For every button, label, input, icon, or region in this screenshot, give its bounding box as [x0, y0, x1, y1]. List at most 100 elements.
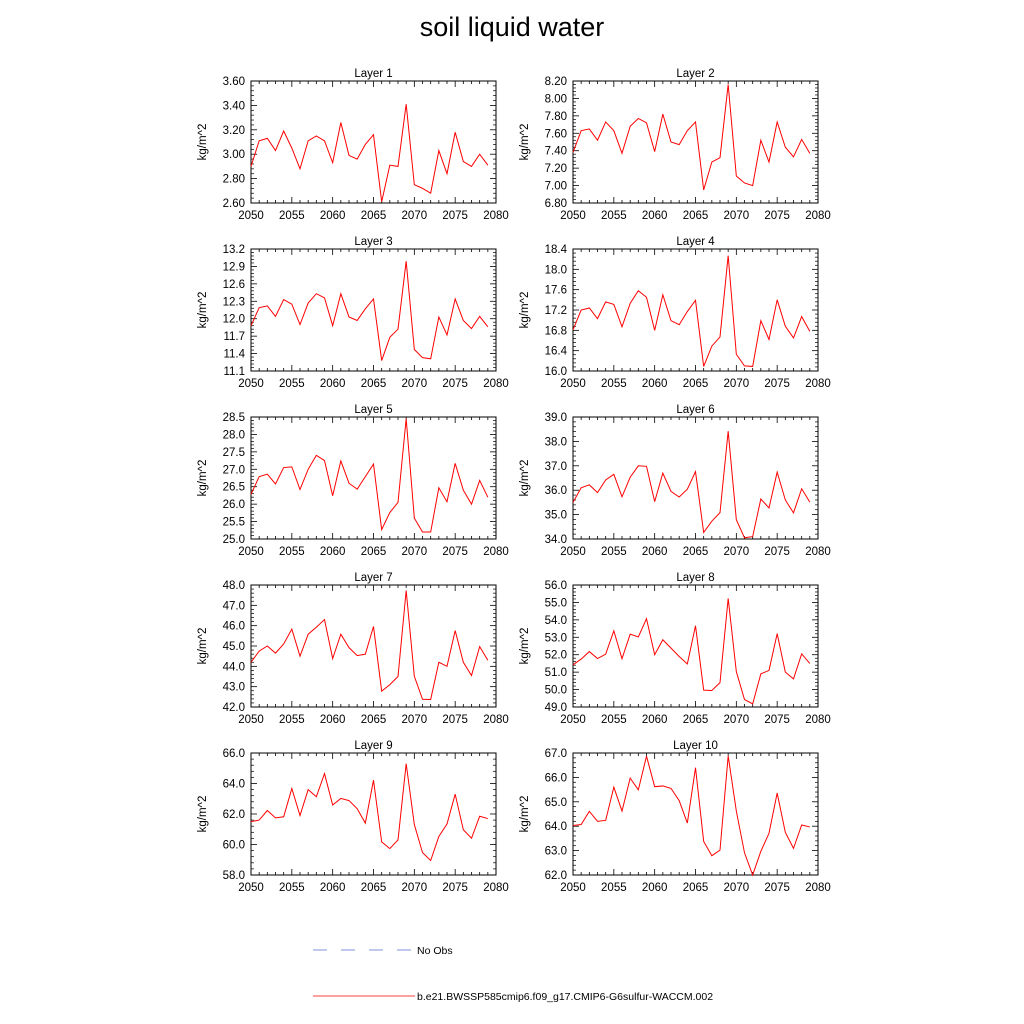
y-axis-label: kg/m^2: [197, 796, 209, 833]
y-tick-label: 26.0: [223, 499, 245, 511]
y-tick-label: 11.7: [223, 331, 245, 343]
x-tick-label: 2065: [361, 546, 387, 558]
x-tick-label: 2070: [724, 882, 750, 894]
x-tick-label: 2080: [805, 714, 831, 726]
y-axis-label: kg/m^2: [197, 124, 209, 161]
x-tick-label: 2070: [724, 378, 750, 390]
x-tick-label: 2065: [683, 378, 709, 390]
y-tick-label: 42.0: [223, 702, 245, 714]
y-tick-label: 28.0: [223, 429, 245, 441]
y-tick-label: 50.0: [545, 685, 567, 697]
x-tick-label: 2065: [361, 210, 387, 222]
panel-title: Layer 1: [354, 68, 392, 80]
x-tick-label: 2050: [238, 378, 264, 390]
x-tick-label: 2055: [279, 378, 305, 390]
series-line-model: [250, 104, 489, 202]
y-tick-label: 17.6: [545, 285, 567, 297]
panel-layer-10: Layer 10 kg/m^2 2050 2055 2060 2065 2070 2075 20…: [519, 740, 831, 894]
panel-title: Layer 2: [676, 68, 714, 80]
y-tick-label: 16.8: [545, 325, 567, 337]
x-tick-label: 2050: [560, 546, 586, 558]
y-tick-label: 6.80: [545, 198, 567, 210]
y-tick-label: 45.0: [223, 641, 245, 653]
series-line-model: [572, 255, 811, 367]
panel-layer-6: Layer 6 kg/m^2 2050 2055 2060 2065 2070 2075 208…: [519, 404, 831, 558]
x-tick-label: 2050: [238, 210, 264, 222]
series-line-model: [572, 598, 811, 705]
y-tick-label: 66.0: [223, 748, 245, 760]
y-axis-label: kg/m^2: [197, 628, 209, 665]
y-tick-label: 7.60: [545, 128, 567, 140]
plot-frame: [572, 80, 819, 204]
y-tick-label: 67.0: [545, 748, 567, 760]
panel-title: Layer 5: [354, 404, 392, 416]
panel-title: Layer 3: [354, 236, 392, 248]
y-tick-label: 17.2: [545, 305, 567, 317]
y-tick-label: 3.20: [223, 125, 245, 137]
x-tick-label: 2055: [279, 714, 305, 726]
y-tick-label: 7.20: [545, 163, 567, 175]
panel-layer-9: Layer 9 kg/m^2 2050 2055 2060 2065 2070 2075 208…: [197, 740, 509, 894]
y-tick-label: 25.5: [223, 517, 245, 529]
x-tick-label: 2055: [601, 882, 627, 894]
plot-frame: [572, 416, 819, 540]
panel-layer-7: Layer 7 kg/m^2 2050 2055 2060 2065 2070 2075 208…: [197, 572, 509, 726]
y-tick-label: 36.0: [545, 485, 567, 497]
x-tick-label: 2080: [483, 378, 509, 390]
x-tick-label: 2070: [402, 210, 428, 222]
y-tick-label: 3.40: [223, 100, 245, 112]
x-tick-label: 2075: [764, 714, 790, 726]
y-axis-label: kg/m^2: [519, 796, 531, 833]
series-line-model: [572, 431, 811, 539]
y-tick-label: 18.4: [545, 244, 568, 256]
y-tick-label: 27.5: [223, 447, 245, 459]
y-tick-label: 37.0: [545, 461, 567, 473]
x-tick-label: 2060: [642, 714, 668, 726]
y-tick-label: 7.00: [545, 181, 567, 193]
panel-layer-4: Layer 4 kg/m^2 2050 2055 2060 2065 2070 2075 208…: [519, 236, 831, 390]
x-tick-label: 2080: [805, 546, 831, 558]
panel-title: Layer 7: [354, 572, 392, 584]
x-tick-label: 2050: [238, 546, 264, 558]
y-tick-label: 53.0: [545, 632, 567, 644]
plot-frame: [250, 80, 497, 204]
y-tick-label: 2.60: [223, 198, 245, 210]
y-tick-label: 34.0: [545, 534, 567, 546]
x-tick-label: 2065: [683, 546, 709, 558]
x-tick-label: 2060: [320, 714, 346, 726]
x-tick-label: 2075: [442, 546, 468, 558]
y-tick-label: 62.0: [545, 870, 567, 882]
panel-title: Layer 8: [676, 572, 714, 584]
series-line-model: [572, 755, 810, 877]
y-tick-label: 46.0: [223, 621, 245, 633]
y-tick-label: 66.0: [545, 772, 567, 784]
x-tick-label: 2050: [238, 714, 264, 726]
y-tick-label: 62.0: [223, 809, 245, 821]
y-axis-label: kg/m^2: [197, 292, 209, 329]
x-tick-label: 2080: [483, 714, 509, 726]
x-tick-label: 2060: [320, 210, 346, 222]
x-tick-label: 2080: [805, 210, 831, 222]
y-tick-label: 54.0: [545, 615, 567, 627]
figure-title: soil liquid water: [419, 12, 605, 42]
y-tick-label: 16.4: [545, 346, 568, 358]
x-tick-label: 2070: [724, 546, 750, 558]
x-tick-label: 2050: [560, 210, 586, 222]
x-tick-label: 2050: [560, 378, 586, 390]
x-tick-label: 2075: [764, 210, 790, 222]
plot-frame: [572, 248, 819, 372]
x-tick-label: 2060: [320, 378, 346, 390]
y-tick-label: 7.80: [545, 111, 567, 123]
x-tick-label: 2065: [361, 714, 387, 726]
x-tick-label: 2055: [279, 546, 305, 558]
y-tick-label: 44.0: [223, 661, 245, 673]
y-tick-label: 27.0: [223, 464, 245, 476]
legend: No Obs b.e21.BWSSP585cmip6.f09_g17.CMIP6…: [313, 945, 713, 1003]
x-tick-label: 2065: [683, 882, 709, 894]
legend-model-label: b.e21.BWSSP585cmip6.f09_g17.CMIP6-G6sulf…: [417, 991, 713, 1003]
x-tick-label: 2070: [724, 714, 750, 726]
y-tick-label: 2.80: [223, 174, 245, 186]
y-tick-label: 28.5: [223, 412, 245, 424]
chart-panels: Layer 1 kg/m^2 2050 2055 2060 2065 2070 2075 208…: [197, 68, 831, 894]
y-tick-label: 64.0: [223, 779, 245, 791]
